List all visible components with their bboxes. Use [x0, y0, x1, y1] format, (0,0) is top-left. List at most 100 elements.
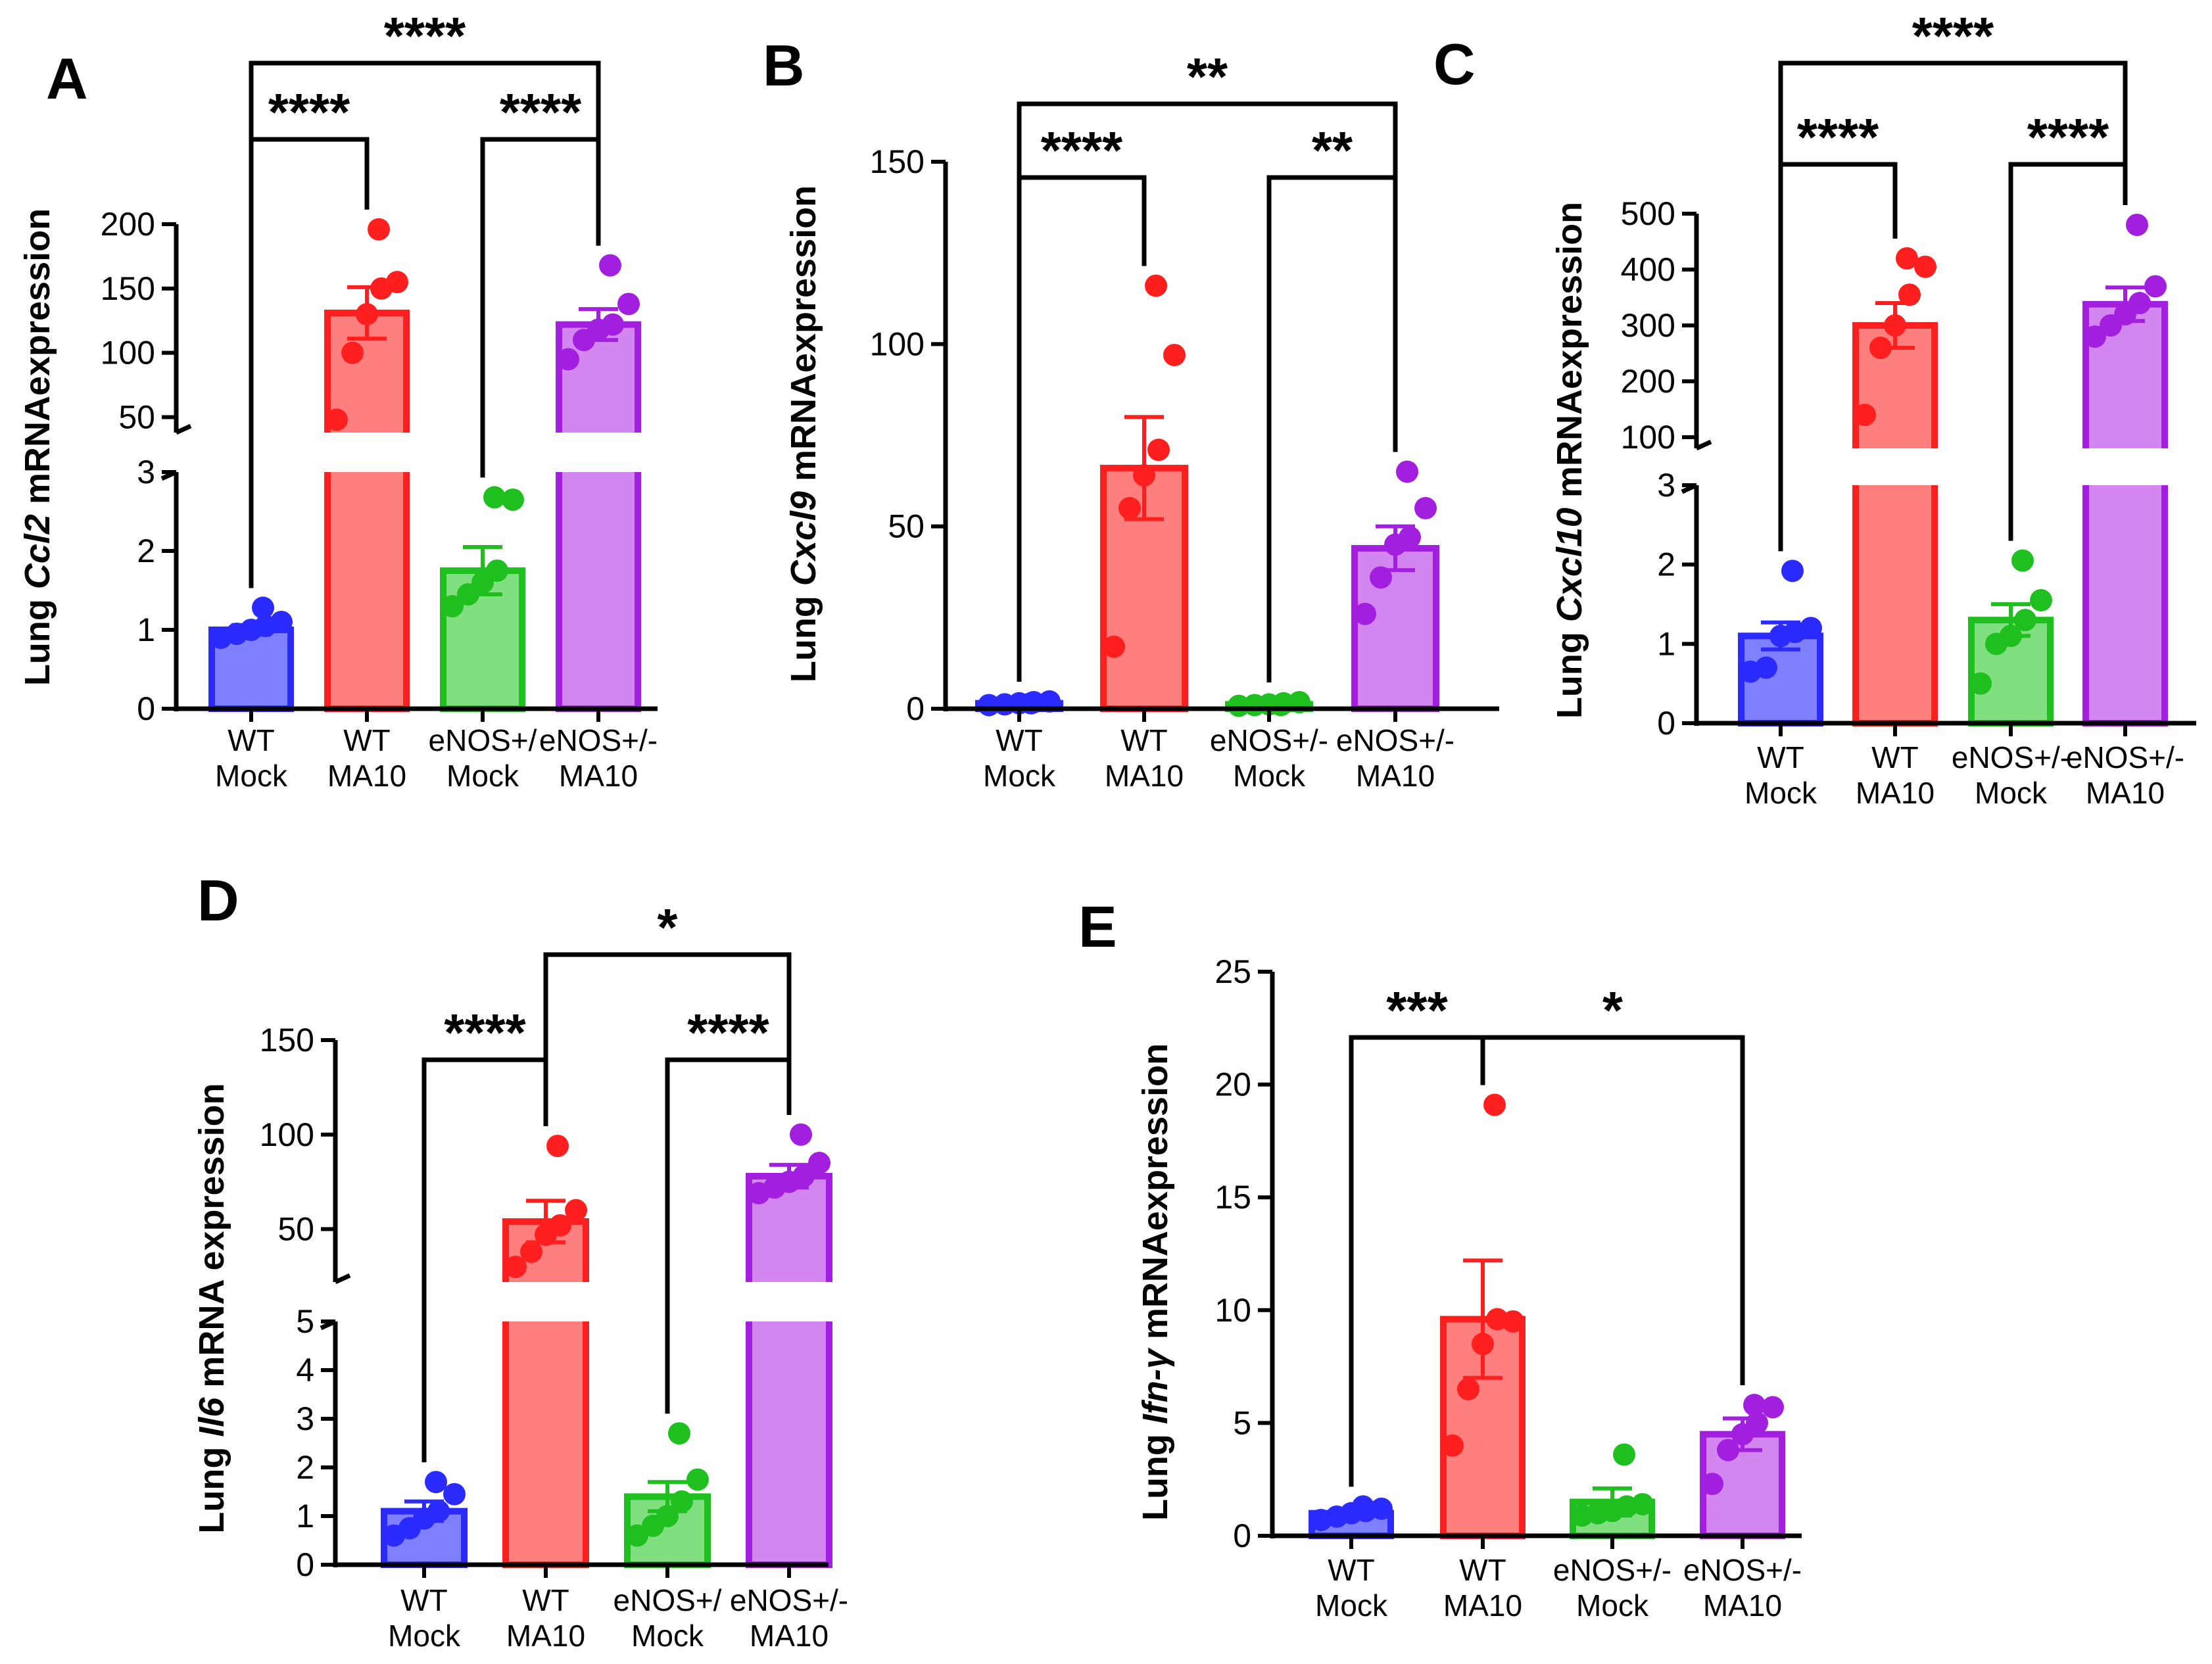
y-tick-label: 200	[101, 206, 155, 243]
data-point	[808, 1151, 830, 1174]
category-label: MA10	[1856, 776, 1935, 810]
data-point	[1755, 656, 1777, 679]
data-point	[1717, 1438, 1739, 1462]
category-label: WT	[343, 723, 391, 757]
category-label: Mock	[215, 759, 288, 793]
panel-label: C	[1433, 32, 1476, 97]
data-point	[386, 271, 408, 294]
category-label: eNOS+/-	[1336, 723, 1455, 757]
panel-label: D	[197, 868, 239, 933]
data-point	[486, 559, 508, 582]
data-point	[1613, 1443, 1635, 1466]
y-tick-label: 3	[296, 1400, 314, 1437]
category-label: MA10	[2086, 776, 2165, 810]
data-point	[599, 254, 621, 277]
significance-bracket	[1480, 1035, 1745, 1385]
bar	[1351, 544, 1439, 712]
data-point	[671, 1490, 693, 1513]
category-label: eNOS+/	[613, 1583, 722, 1617]
y-tick-label: 500	[1621, 195, 1675, 232]
category-label: WT	[1871, 740, 1919, 774]
data-point	[504, 1256, 527, 1278]
y-axis-label: Lung Cxcl9 mRNAexpression	[784, 185, 823, 682]
data-point	[2014, 609, 2036, 632]
data-point	[1762, 1396, 1784, 1419]
panel-label: A	[46, 46, 88, 111]
category-label: MA10	[1703, 1588, 1782, 1623]
data-point	[270, 611, 293, 633]
y-tick-label: 2	[1657, 546, 1675, 583]
data-point	[1914, 255, 1936, 278]
data-point	[1133, 464, 1155, 487]
bar-upper	[559, 324, 638, 433]
data-point	[443, 1483, 466, 1506]
category-label: WT	[400, 1583, 448, 1617]
data-point	[1781, 559, 1804, 582]
data-point	[1399, 526, 1421, 549]
y-tick-label: 0	[296, 1546, 314, 1583]
data-point	[1370, 566, 1392, 589]
data-point	[441, 595, 464, 617]
data-point	[1898, 283, 1921, 306]
y-tick-label: 150	[870, 143, 925, 180]
data-point	[686, 1468, 709, 1491]
category-label: WT	[522, 1583, 569, 1617]
panel-label: E	[1078, 894, 1117, 959]
data-point	[557, 348, 579, 371]
data-point	[1483, 1093, 1506, 1116]
category-label: Mock	[631, 1619, 704, 1653]
y-tick-label: 0	[1233, 1517, 1251, 1554]
category-label: Mock	[1975, 776, 2048, 810]
y-tick-label: 50	[888, 508, 925, 545]
data-point	[1854, 404, 1876, 426]
data-point	[1147, 439, 1170, 462]
data-point	[2126, 214, 2148, 236]
data-point	[2084, 325, 2106, 348]
data-point	[2030, 588, 2052, 611]
data-point	[1869, 337, 1892, 359]
data-point	[1103, 635, 1125, 658]
y-tick-label: 100	[1621, 419, 1675, 456]
significance-stars: ****	[1797, 108, 1879, 166]
y-tick-label: 25	[1214, 953, 1251, 990]
axis-break	[334, 1273, 351, 1285]
data-point	[341, 341, 364, 364]
y-tick-label: 0	[1657, 705, 1675, 742]
significance-stars: ****	[687, 1003, 769, 1062]
y-tick-label: 0	[906, 690, 925, 727]
data-point	[790, 1123, 812, 1146]
data-point	[2128, 292, 2151, 314]
bar-lower	[327, 472, 406, 709]
y-tick-label: 100	[101, 335, 155, 371]
data-point	[427, 1500, 450, 1523]
y-tick-label: 100	[260, 1116, 314, 1153]
significance-stars: ****	[268, 83, 350, 141]
category-label: WT	[228, 723, 275, 757]
category-label: MA10	[327, 759, 406, 793]
y-tick-label: 1	[1657, 625, 1675, 662]
data-point	[1396, 460, 1418, 483]
category-label: eNOS+/-	[1683, 1553, 1802, 1587]
bar-lower	[2086, 485, 2165, 723]
data-point	[1414, 496, 1437, 519]
significance-stars: *	[1602, 981, 1623, 1039]
significance-bracket	[1017, 101, 1398, 682]
axis-break	[160, 469, 178, 481]
category-label: Mock	[446, 759, 519, 793]
data-point	[1631, 1492, 1654, 1515]
panel-c: C Lung Cxcl10 mRNAexpression 0 1 2 3 100 200 300…	[1433, 7, 2196, 810]
data-point	[1118, 496, 1141, 519]
bar-lower	[749, 1321, 829, 1565]
y-axis-label: Lung Ccl2 mRNAexpression	[18, 208, 57, 686]
data-point	[549, 1214, 571, 1237]
y-tick-label: 50	[277, 1211, 314, 1248]
category-label: WT	[996, 723, 1043, 757]
data-point	[1800, 617, 1822, 640]
data-point	[1352, 1495, 1374, 1518]
y-tick-label: 20	[1214, 1066, 1251, 1103]
axis-break	[320, 1319, 337, 1331]
y-tick-label: 1	[296, 1498, 314, 1534]
data-point	[1441, 1434, 1464, 1457]
y-axis-label: Lung Il6 mRNA expression	[192, 1083, 231, 1533]
data-point	[617, 293, 640, 316]
